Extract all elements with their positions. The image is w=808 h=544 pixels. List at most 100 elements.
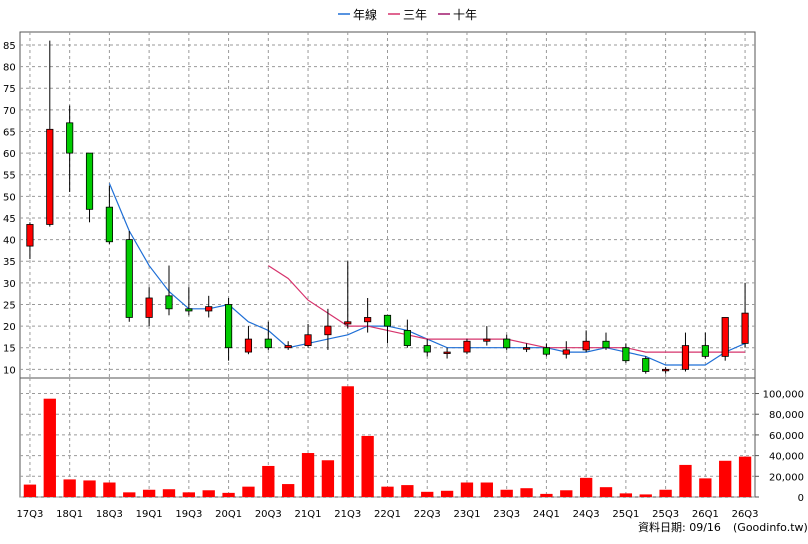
candle-body xyxy=(383,314,392,327)
volume-bar xyxy=(43,398,56,497)
candle-body xyxy=(602,340,610,349)
volume-bar xyxy=(162,489,176,497)
x-tick-label: 21Q3 xyxy=(334,509,361,520)
candle-body xyxy=(721,317,729,357)
volume-tick-label: 0 xyxy=(798,493,804,504)
candle-body xyxy=(165,295,173,310)
candle-body xyxy=(483,338,491,342)
candle-body xyxy=(443,351,451,354)
price-tick-label: 15 xyxy=(3,344,16,355)
volume-bar xyxy=(500,489,513,497)
legend: 年線 三年 十年 xyxy=(338,7,477,22)
price-tick-label: 25 xyxy=(3,300,16,311)
x-tick-label: 18Q1 xyxy=(56,509,83,520)
candle-body xyxy=(105,206,113,243)
x-tick-label: 18Q3 xyxy=(96,509,123,520)
volume-bar xyxy=(659,489,672,497)
candle-body xyxy=(284,345,292,349)
price-tick-label: 75 xyxy=(3,84,16,95)
candle-body xyxy=(66,122,74,154)
candle-body xyxy=(642,358,650,372)
candle-body xyxy=(681,345,690,370)
volume-bar xyxy=(579,477,593,497)
legend-label: 十年 xyxy=(453,8,477,22)
volume-bar xyxy=(202,490,215,497)
volume-bar xyxy=(123,492,136,497)
x-tick-label: 26Q1 xyxy=(692,509,719,520)
x-tick-label: 23Q3 xyxy=(493,509,520,520)
footer-date: 資料日期: 09/16 xyxy=(638,520,721,534)
candle-body xyxy=(344,321,352,325)
volume-bar xyxy=(321,460,335,497)
volume-bar xyxy=(599,487,613,497)
price-tick-label: 20 xyxy=(3,322,16,333)
volume-bar xyxy=(381,486,394,497)
volume-bar xyxy=(182,492,196,497)
volume-bar xyxy=(421,491,434,497)
volume-bars xyxy=(23,386,752,497)
candlesticks xyxy=(26,40,749,374)
volume-bar xyxy=(440,490,454,497)
volume-bar xyxy=(23,484,37,497)
volume-bar xyxy=(142,489,156,497)
volume-grid xyxy=(20,378,755,498)
price-tick-label: 55 xyxy=(3,171,16,182)
price-tick-label: 60 xyxy=(3,149,16,160)
candle-body xyxy=(185,308,193,312)
volume-bar xyxy=(83,480,96,497)
volume-bar xyxy=(242,486,255,497)
x-tick-label: 22Q1 xyxy=(374,509,401,520)
candle-body xyxy=(46,128,54,225)
price-tick-label: 65 xyxy=(3,127,16,138)
candle-body xyxy=(225,304,233,349)
volume-bar xyxy=(401,485,414,497)
volume-bar xyxy=(480,482,493,497)
footer-source: (Goodinfo.tw) xyxy=(733,521,808,534)
x-tick-label: 21Q1 xyxy=(295,509,322,520)
x-tick-label: 24Q1 xyxy=(533,509,560,520)
price-tick-label: 10 xyxy=(3,365,16,376)
candle-body xyxy=(304,334,312,346)
volume-bar xyxy=(262,465,275,497)
candle-body xyxy=(264,338,272,349)
volume-bar xyxy=(460,482,474,497)
legend-label: 三年 xyxy=(403,8,427,22)
price-tick-label: 50 xyxy=(3,192,16,203)
candle-body xyxy=(463,340,471,353)
candle-body xyxy=(562,349,570,355)
candle-body xyxy=(522,347,531,350)
volume-tick-label: 40,000 xyxy=(769,452,804,463)
price-tick-label: 80 xyxy=(3,63,16,74)
volume-tick-label: 80,000 xyxy=(769,410,804,421)
x-tick-label: 22Q3 xyxy=(414,509,441,520)
x-tick-label: 24Q3 xyxy=(573,509,600,520)
x-tick-label: 17Q3 xyxy=(16,509,43,520)
x-tick-label: 19Q3 xyxy=(175,509,202,520)
volume-bar xyxy=(341,386,354,497)
volume-axis: 0 20,000 40,000 60,000 80,000 100,000 xyxy=(755,390,804,504)
candle-body xyxy=(662,368,670,372)
x-tick-label: 25Q3 xyxy=(652,509,679,520)
volume-bar xyxy=(619,493,633,497)
volume-bar xyxy=(222,492,235,497)
price-tick-label: 45 xyxy=(3,214,16,225)
volume-bar xyxy=(282,484,295,497)
volume-bar xyxy=(103,482,116,497)
volume-tick-label: 60,000 xyxy=(769,431,804,442)
price-tick-label: 35 xyxy=(3,257,16,268)
volume-bar xyxy=(361,435,374,497)
x-tick-label: 26Q3 xyxy=(732,509,759,520)
candle-body xyxy=(145,297,153,318)
candle-body xyxy=(364,317,372,323)
candle-body xyxy=(403,330,411,346)
candle-body xyxy=(741,312,749,344)
candle-body xyxy=(205,306,213,312)
volume-tick-label: 20,000 xyxy=(769,472,804,483)
volume-tick-label: 100,000 xyxy=(763,390,804,401)
x-tick-label: 19Q1 xyxy=(136,509,163,520)
volume-bar xyxy=(738,456,752,497)
volume-panel xyxy=(19,377,756,498)
x-tick-label: 20Q1 xyxy=(215,509,242,520)
